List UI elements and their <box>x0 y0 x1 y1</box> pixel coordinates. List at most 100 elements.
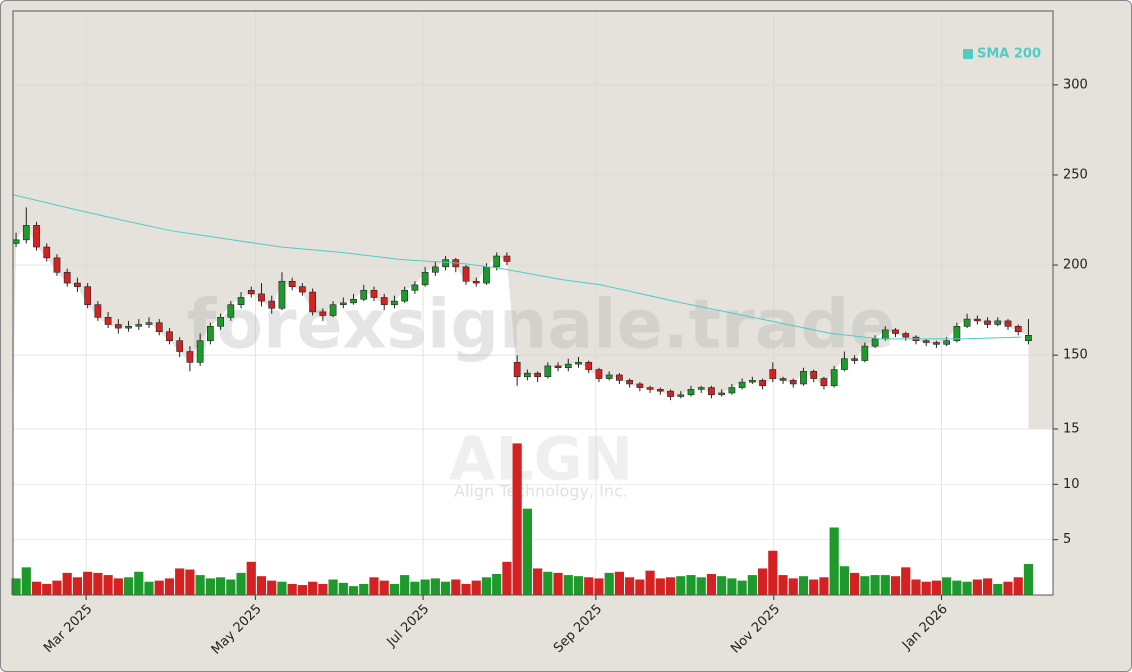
volume-bar <box>205 578 215 595</box>
volume-bar <box>778 575 788 595</box>
volume-bar <box>1013 577 1023 595</box>
volume-bar <box>103 575 113 595</box>
candle-body <box>687 389 695 396</box>
candle-body <box>329 304 337 316</box>
candle-body <box>851 358 858 361</box>
volume-panel <box>13 429 1053 595</box>
watermark-company: Align Technology, Inc. <box>454 482 628 501</box>
volume-bar <box>256 576 267 595</box>
volume-bar <box>195 575 205 595</box>
volume-bar <box>236 572 246 595</box>
candle-body <box>779 378 787 381</box>
candle-body <box>155 322 163 333</box>
candle-body <box>493 255 501 268</box>
candle-body <box>339 302 347 305</box>
volume-bar <box>226 579 236 595</box>
volume-bar <box>553 572 563 595</box>
candle-body <box>258 293 265 302</box>
volume-bar <box>83 571 93 595</box>
volume-bar <box>645 570 655 595</box>
volume-bar <box>410 581 420 595</box>
volume-bar <box>154 580 164 595</box>
volume-bar <box>512 443 522 595</box>
candle-body <box>697 387 705 390</box>
candle-body <box>227 304 235 318</box>
candle-body <box>830 369 838 387</box>
candle-body <box>667 390 674 397</box>
volume-bar <box>338 582 348 595</box>
candle-body <box>217 316 224 327</box>
candle-body <box>728 387 736 394</box>
candle-body <box>278 280 286 309</box>
volume-bar <box>727 578 737 595</box>
volume-bar <box>952 580 962 595</box>
candle-body <box>585 362 593 370</box>
volume-bar <box>788 578 798 595</box>
candle-body <box>360 289 368 300</box>
volume-bar <box>717 576 727 595</box>
volume-bar <box>993 583 1003 595</box>
volume-bar <box>860 576 870 595</box>
volume-bar <box>31 581 42 595</box>
candle-body <box>994 320 1002 325</box>
volume-bar <box>901 567 911 595</box>
candle-body <box>401 289 409 302</box>
candle-body <box>12 239 20 244</box>
volume-bar <box>144 581 154 595</box>
candle-body <box>626 380 634 385</box>
volume-bar <box>481 577 492 595</box>
x-tick-label: Mar 2025 <box>41 602 95 656</box>
candle-body <box>902 333 910 338</box>
candle-body <box>135 324 143 327</box>
y-tick-label: 300 <box>1063 77 1088 92</box>
volume-bar <box>706 573 717 595</box>
volume-bar <box>522 508 532 595</box>
volume-bar <box>185 569 195 595</box>
volume-bar <box>164 578 175 595</box>
candle-body <box>125 326 132 329</box>
watermark: forexsignale.trade <box>187 286 896 365</box>
candle-body <box>104 316 112 325</box>
candle-body <box>462 266 470 282</box>
candle-body <box>524 372 531 378</box>
volume-bar <box>655 578 665 595</box>
legend-swatch <box>963 49 973 59</box>
volume-bar <box>492 573 502 595</box>
volume-bar <box>686 575 696 595</box>
candle-body <box>789 380 797 385</box>
volume-bar <box>757 568 768 595</box>
volume-bar <box>267 580 277 595</box>
candle-body <box>268 300 276 309</box>
candle-body <box>841 358 848 370</box>
candle-body <box>350 298 357 304</box>
volume-bar <box>563 575 573 595</box>
volume-bar <box>747 575 757 595</box>
volume-bar <box>175 568 185 595</box>
candle-body <box>1014 326 1022 333</box>
candle-body <box>411 284 419 291</box>
candle-body <box>391 300 398 305</box>
candle-body <box>196 340 204 363</box>
candle-body <box>74 282 81 287</box>
candle-body <box>237 297 245 305</box>
candle-body <box>963 318 971 327</box>
volume-bar <box>676 576 686 595</box>
candle-body <box>370 289 378 298</box>
candle-body <box>677 394 685 397</box>
volume-bar <box>1023 564 1034 595</box>
sma-line <box>12 194 1022 340</box>
candle-body <box>503 255 511 262</box>
volume-tick-label: 5 <box>1063 532 1071 547</box>
volume-bar <box>635 579 645 595</box>
volume-bar <box>461 583 471 595</box>
volume-bar <box>829 527 839 595</box>
candle-body <box>605 374 613 379</box>
candle-body <box>43 246 51 259</box>
candle-body <box>145 322 153 325</box>
candle-body <box>166 331 173 342</box>
volume-bar <box>911 579 921 595</box>
volume-bar <box>809 579 819 595</box>
volume-tick-label: 10 <box>1063 477 1080 492</box>
x-tick-label: Jan 2026 <box>899 602 951 654</box>
volume-bar <box>389 583 400 595</box>
